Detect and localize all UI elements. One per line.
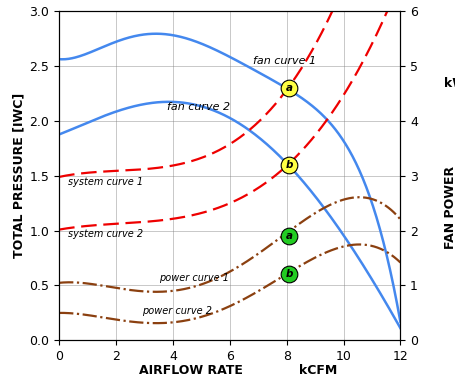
Text: a: a bbox=[286, 231, 293, 241]
Text: fan curve 1: fan curve 1 bbox=[253, 56, 316, 66]
Text: a: a bbox=[286, 83, 293, 93]
Text: power curve 2: power curve 2 bbox=[142, 306, 212, 316]
Text: b: b bbox=[286, 270, 293, 279]
Text: AIRFLOW RATE: AIRFLOW RATE bbox=[139, 364, 243, 377]
Y-axis label: TOTAL PRESSURE [IWC]: TOTAL PRESSURE [IWC] bbox=[12, 93, 25, 259]
Text: kCFM: kCFM bbox=[299, 364, 338, 377]
Text: kW: kW bbox=[444, 77, 455, 90]
Text: power curve 1: power curve 1 bbox=[159, 273, 229, 283]
Text: fan curve 2: fan curve 2 bbox=[167, 102, 230, 112]
Text: b: b bbox=[286, 160, 293, 170]
Text: system curve 2: system curve 2 bbox=[68, 229, 143, 239]
Text: system curve 1: system curve 1 bbox=[68, 177, 143, 186]
Text: FAN POWER: FAN POWER bbox=[444, 166, 455, 249]
